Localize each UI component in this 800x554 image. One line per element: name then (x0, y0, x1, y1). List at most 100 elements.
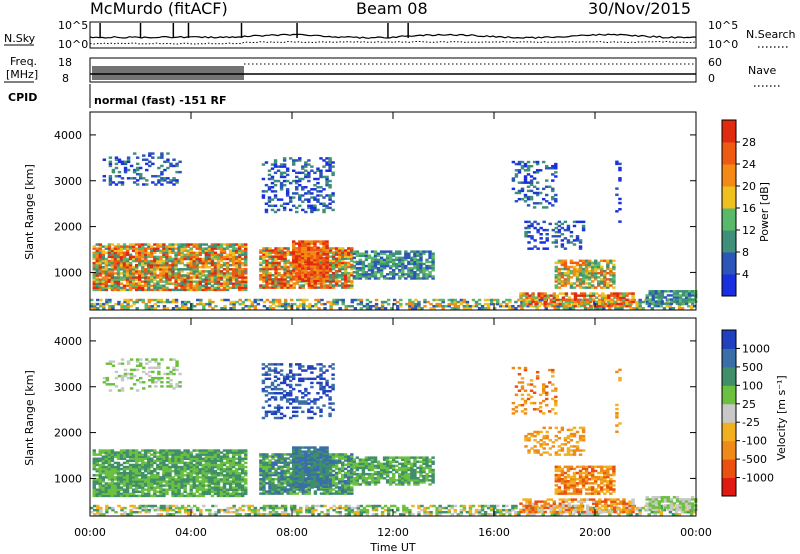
rti-cell (283, 469, 287, 473)
rti-cell (189, 302, 194, 306)
rti-cell (192, 284, 196, 288)
rti-cell (225, 492, 230, 496)
rti-cell (313, 177, 317, 181)
rti-cell (331, 255, 336, 258)
rti-cell (428, 254, 432, 258)
rti-cell (350, 280, 354, 283)
rti-cell (298, 159, 302, 162)
rti-cell (569, 265, 574, 269)
rti-cell (610, 298, 614, 302)
rti-cell (657, 294, 662, 297)
rti-cell (162, 268, 166, 271)
rti-cell (244, 304, 248, 308)
rti-cell (108, 160, 113, 164)
rti-cell (216, 494, 221, 498)
rti-cell (505, 304, 509, 308)
rti-cell (298, 183, 302, 187)
rti-cell (104, 286, 109, 290)
rti-cell (274, 280, 278, 283)
rti-cell (213, 243, 218, 246)
rti-cell (273, 183, 278, 187)
rti-cell (536, 247, 540, 250)
rti-cell (358, 266, 363, 270)
rti-cell (210, 478, 215, 481)
rti-cell (180, 474, 184, 477)
rti-cell (104, 482, 109, 485)
rti-cell (107, 284, 112, 288)
rti-cell (117, 158, 122, 161)
rti-cell (292, 271, 296, 274)
rti-cell (347, 284, 351, 287)
rti-cell (122, 469, 127, 473)
rti-cell (274, 286, 278, 289)
rti-cell (603, 284, 607, 287)
rti-cell (526, 173, 531, 176)
rti-cell (162, 472, 166, 475)
rti-cell (192, 245, 196, 248)
rti-cell (350, 300, 355, 304)
rti-cell (128, 484, 133, 487)
rti-cell (92, 478, 96, 481)
rti-cell (145, 179, 149, 182)
rti-cell (165, 307, 170, 310)
rti-cell (151, 156, 155, 159)
rti-cell (587, 261, 592, 265)
rti-cell (355, 268, 360, 272)
rti-cell (204, 274, 209, 277)
rti-cell (628, 300, 632, 304)
rti-cell (331, 200, 335, 203)
rti-cell (183, 455, 187, 458)
rti-cell (310, 273, 314, 276)
rti-cell (563, 261, 568, 265)
rti-cell (675, 294, 680, 297)
rti-cell (110, 494, 115, 498)
rti-cell (225, 472, 230, 475)
rti-cell (352, 266, 357, 270)
rti-cell (274, 463, 278, 466)
rti-cell (128, 482, 133, 485)
rti-cell (114, 162, 119, 166)
rti-cell (277, 302, 282, 306)
rti-cell (153, 284, 157, 288)
rti-cell (222, 251, 227, 255)
rti-cell (116, 243, 121, 246)
rti-cell (543, 292, 547, 295)
rti-cell (416, 275, 420, 278)
rti-cell (195, 494, 199, 498)
rti-cell (268, 473, 272, 477)
rti-cell (171, 459, 175, 463)
rti-cell (319, 194, 323, 197)
rti-cell (195, 261, 199, 265)
rti-cell (98, 474, 103, 477)
rti-cell (609, 274, 613, 277)
rti-cell (563, 263, 568, 267)
rti-cell (244, 278, 248, 281)
rti-cell (195, 259, 199, 263)
rti-cell (137, 276, 142, 279)
rti-cell (331, 251, 336, 254)
rti-cell (551, 228, 555, 232)
rti-cell (419, 268, 423, 272)
rti-cell (613, 296, 617, 299)
rti-cell (322, 202, 326, 205)
rti-cell (225, 282, 230, 285)
rti-cell (154, 183, 158, 186)
rti-cell (477, 307, 482, 310)
rti-cell (307, 163, 311, 166)
rti-cell (237, 465, 242, 469)
rti-cell (162, 272, 166, 275)
rti-cell (189, 469, 193, 473)
rti-cell (274, 473, 278, 477)
rti-cell (207, 463, 212, 467)
rti-cell (175, 170, 179, 174)
rti-cell (171, 451, 175, 454)
rti-cell (265, 463, 269, 466)
rti-cell (425, 260, 429, 264)
rti-cell (144, 282, 148, 285)
rti-cell (178, 160, 182, 164)
rti-cell (98, 245, 103, 248)
rti-cell (355, 266, 360, 270)
rti-cell (159, 480, 163, 483)
rti-cell (119, 486, 124, 489)
